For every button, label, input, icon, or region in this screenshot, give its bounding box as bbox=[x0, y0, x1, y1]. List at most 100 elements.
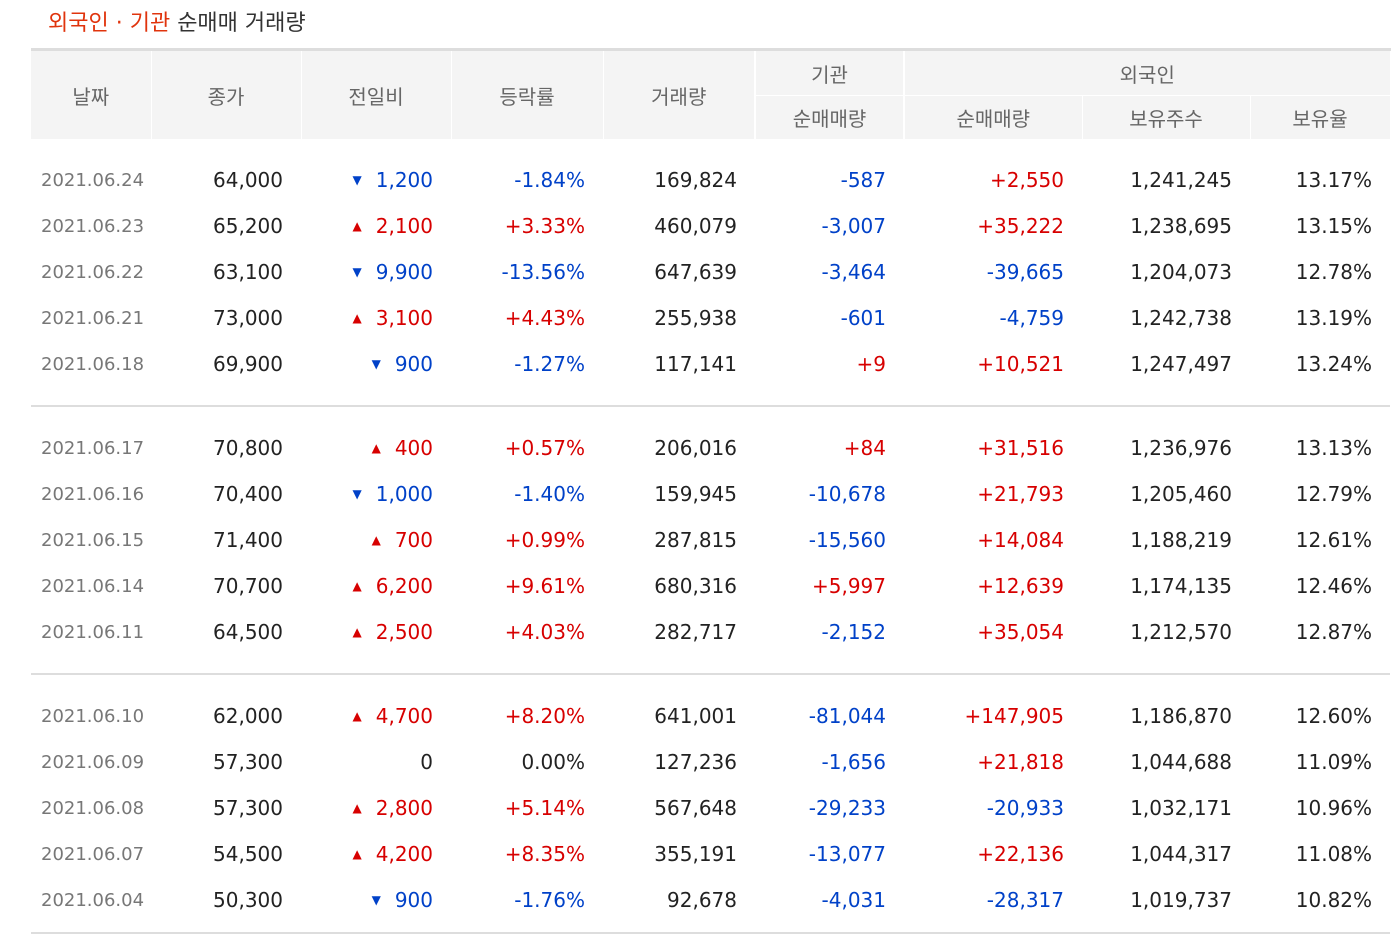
cell-rate: +0.57% bbox=[504, 436, 585, 460]
arrow-up-icon: ▲ bbox=[352, 311, 362, 325]
cell-change: ▲ 400 bbox=[301, 425, 451, 471]
cell-foreign-holdings: 1,241,245 bbox=[1130, 168, 1232, 192]
cell-change-value: 1,200 bbox=[375, 168, 433, 192]
cell-foreign-net: +22,136 bbox=[977, 842, 1064, 866]
cell-volume: 647,639 bbox=[654, 260, 737, 284]
trading-volume-table-container: 날짜 종가 전일비 등락률 거래량 기관 외국인 순매매량 순매매량 보유주수 … bbox=[31, 48, 1391, 941]
section-title: 외국인 · 기관 순매매 거래량 bbox=[48, 8, 306, 40]
cell-change: ▲ 4,200 bbox=[301, 831, 451, 877]
cell-volume: 641,001 bbox=[654, 704, 737, 728]
cell-volume: 127,236 bbox=[654, 750, 737, 774]
cell-foreign-holdings: 1,174,135 bbox=[1130, 574, 1232, 598]
cell-close: 69,900 bbox=[213, 352, 283, 376]
cell-change: ▼ 1,200 bbox=[301, 157, 451, 203]
cell-rate: -13.56% bbox=[501, 260, 585, 284]
cell-close: 65,200 bbox=[213, 214, 283, 238]
trading-volume-table: 날짜 종가 전일비 등락률 거래량 기관 외국인 순매매량 순매매량 보유주수 … bbox=[31, 48, 1391, 941]
cell-change: ▲ 6,200 bbox=[301, 563, 451, 609]
cell-foreign-ratio: 13.24% bbox=[1295, 352, 1373, 376]
cell-volume: 169,824 bbox=[654, 168, 737, 192]
arrow-down-icon: ▼ bbox=[352, 173, 362, 187]
table-row: 2021.06.04 50,300 ▼ 900 -1.76% 92,678 -4,031 -2… bbox=[31, 877, 1390, 923]
cell-inst-net: -3,007 bbox=[821, 214, 886, 238]
cell-volume: 287,815 bbox=[654, 528, 737, 552]
arrow-down-icon: ▼ bbox=[371, 893, 381, 907]
cell-inst-net: -4,031 bbox=[821, 888, 886, 912]
cell-change: ▲ 2,800 bbox=[301, 785, 451, 831]
cell-change-value: 1,000 bbox=[375, 482, 433, 506]
cell-rate: +4.03% bbox=[504, 620, 585, 644]
cell-change: ▲ 700 bbox=[301, 517, 451, 563]
cell-change-value: 2,100 bbox=[375, 214, 433, 238]
cell-date: 2021.06.22 bbox=[41, 261, 145, 283]
cell-close: 64,000 bbox=[213, 168, 283, 192]
cell-foreign-holdings: 1,188,219 bbox=[1130, 528, 1232, 552]
col-header-inst-net: 순매매량 bbox=[754, 95, 905, 139]
cell-foreign-ratio: 13.19% bbox=[1295, 306, 1373, 330]
table-row: 2021.06.15 71,400 ▲ 700 +0.99% 287,815 -15,560… bbox=[31, 517, 1390, 563]
cell-date: 2021.06.14 bbox=[41, 575, 145, 597]
cell-close: 71,400 bbox=[213, 528, 283, 552]
cell-date: 2021.06.16 bbox=[41, 483, 145, 505]
col-header-foreign-net: 순매매량 bbox=[903, 95, 1083, 139]
arrow-down-icon: ▼ bbox=[352, 265, 362, 279]
cell-volume: 680,316 bbox=[654, 574, 737, 598]
cell-close: 50,300 bbox=[213, 888, 283, 912]
arrow-up-icon: ▲ bbox=[352, 801, 362, 815]
table-row: 2021.06.07 54,500 ▲ 4,200 +8.35% 355,191 -13,0… bbox=[31, 831, 1390, 877]
table-body: 2021.06.24 64,000 ▼ 1,200 -1.84% 169,824 -587 +… bbox=[31, 139, 1391, 941]
cell-rate: -1.40% bbox=[514, 482, 585, 506]
cell-close: 73,000 bbox=[213, 306, 283, 330]
col-header-foreign-holdings: 보유주수 bbox=[1081, 95, 1251, 139]
cell-change: ▼ 900 bbox=[301, 341, 451, 387]
col-header-change: 전일비 bbox=[300, 49, 452, 139]
cell-foreign-ratio: 12.46% bbox=[1295, 574, 1373, 598]
cell-rate: +5.14% bbox=[504, 796, 585, 820]
cell-foreign-net: -28,317 bbox=[986, 888, 1064, 912]
cell-foreign-holdings: 1,242,738 bbox=[1130, 306, 1232, 330]
cell-change-value: 900 bbox=[394, 352, 433, 376]
arrow-up-icon: ▲ bbox=[371, 533, 381, 547]
cell-foreign-net: +10,521 bbox=[977, 352, 1064, 376]
cell-change: ▲ 3,100 bbox=[301, 295, 451, 341]
cell-foreign-net: -4,759 bbox=[999, 306, 1064, 330]
cell-foreign-ratio: 12.60% bbox=[1295, 704, 1373, 728]
cell-date: 2021.06.18 bbox=[41, 353, 145, 375]
cell-foreign-ratio: 12.87% bbox=[1295, 620, 1373, 644]
cell-foreign-ratio: 10.82% bbox=[1295, 888, 1373, 912]
col-header-close: 종가 bbox=[150, 49, 302, 139]
col-group-institution: 기관 bbox=[754, 49, 905, 96]
arrow-up-icon: ▲ bbox=[352, 219, 362, 233]
cell-inst-net: -15,560 bbox=[808, 528, 886, 552]
group-spacer bbox=[31, 387, 1390, 406]
cell-close: 70,700 bbox=[213, 574, 283, 598]
table-row: 2021.06.24 64,000 ▼ 1,200 -1.84% 169,824 -587 +… bbox=[31, 157, 1390, 203]
cell-volume: 255,938 bbox=[654, 306, 737, 330]
cell-foreign-ratio: 10.96% bbox=[1295, 796, 1373, 820]
arrow-up-icon: ▲ bbox=[352, 847, 362, 861]
cell-rate: -1.76% bbox=[514, 888, 585, 912]
cell-inst-net: +84 bbox=[843, 436, 886, 460]
cell-date: 2021.06.17 bbox=[41, 437, 145, 459]
cell-foreign-ratio: 13.15% bbox=[1295, 214, 1373, 238]
cell-inst-net: -601 bbox=[840, 306, 886, 330]
cell-date: 2021.06.07 bbox=[41, 843, 145, 865]
cell-foreign-holdings: 1,044,317 bbox=[1130, 842, 1232, 866]
cell-rate: +8.35% bbox=[504, 842, 585, 866]
cell-inst-net: -587 bbox=[840, 168, 886, 192]
cell-inst-net: +9 bbox=[856, 352, 886, 376]
cell-foreign-net: +35,222 bbox=[977, 214, 1064, 238]
arrow-up-icon: ▲ bbox=[352, 709, 362, 723]
cell-date: 2021.06.04 bbox=[41, 889, 145, 911]
table-row: 2021.06.16 70,400 ▼ 1,000 -1.40% 159,945 -10,6… bbox=[31, 471, 1390, 517]
cell-close: 64,500 bbox=[213, 620, 283, 644]
cell-volume: 92,678 bbox=[667, 888, 737, 912]
cell-close: 63,100 bbox=[213, 260, 283, 284]
table-row: 2021.06.18 69,900 ▼ 900 -1.27% 117,141 +9 +10,5… bbox=[31, 341, 1390, 387]
cell-change-value: 900 bbox=[394, 888, 433, 912]
cell-foreign-holdings: 1,186,870 bbox=[1130, 704, 1232, 728]
cell-close: 62,000 bbox=[213, 704, 283, 728]
cell-foreign-ratio: 12.78% bbox=[1295, 260, 1373, 284]
table-row: 2021.06.22 63,100 ▼ 9,900 -13.56% 647,639 -3,4… bbox=[31, 249, 1390, 295]
cell-change-value: 4,700 bbox=[375, 704, 433, 728]
